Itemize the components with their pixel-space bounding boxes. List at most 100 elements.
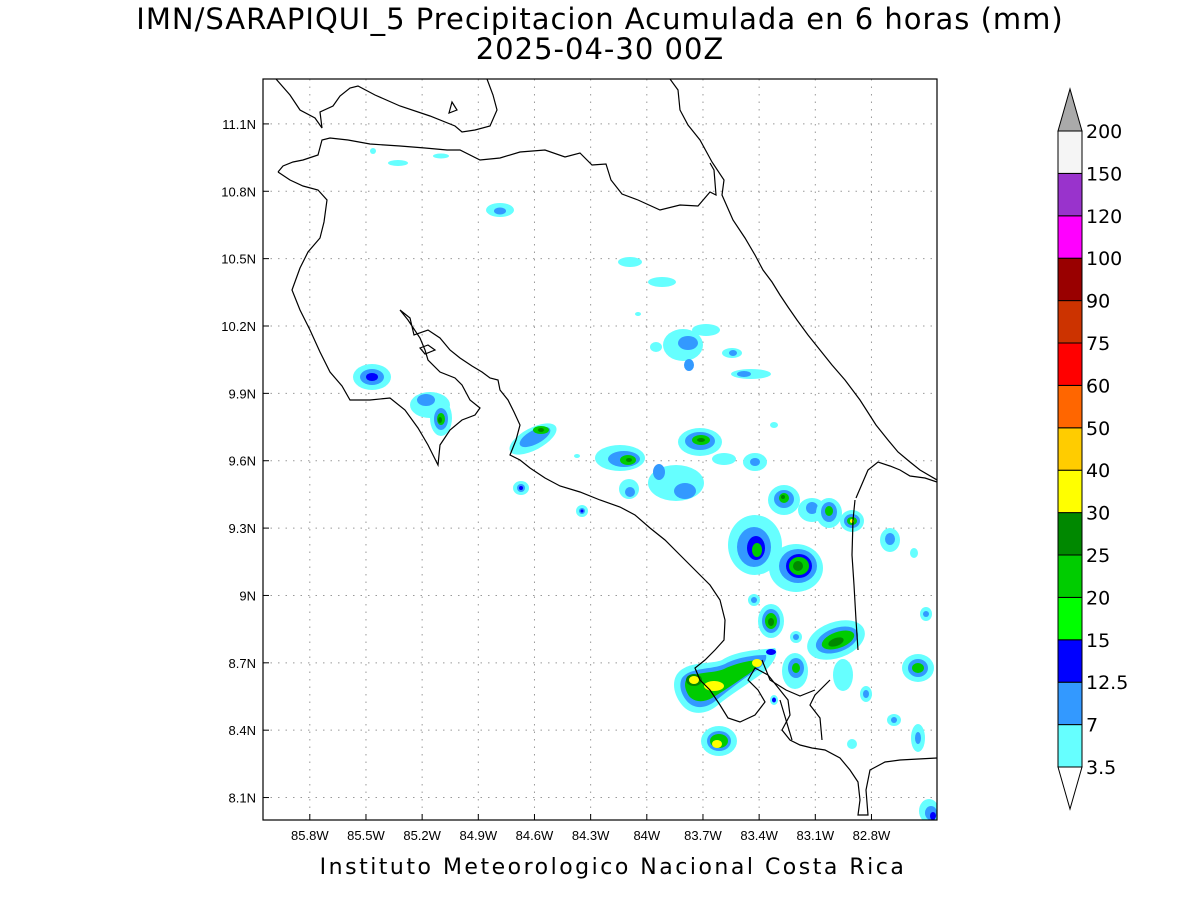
precip-cell [891,717,897,723]
x-tick-label: 83.7W [684,828,722,843]
precip-cell [438,417,442,423]
precip-cell [729,350,737,356]
precip-cell [930,812,936,820]
precip-cell [885,533,895,545]
precip-cell [648,277,676,287]
y-tick-label: 9.3N [229,521,256,536]
panama-border [809,461,937,741]
precip-cell [433,153,449,159]
precip-cell [625,487,635,497]
precip-cell [685,660,760,702]
golfo-dulce [761,659,816,741]
map-title: IMN/SARAPIQUI_5 Precipitacion Acumulada … [136,2,1064,36]
y-tick-label: 9.9N [229,386,256,401]
colorbar-level-label: 100 [1086,248,1122,270]
colorbar-segment [1057,342,1083,386]
precip-cell [417,394,435,406]
latitude-axis: 11.1N 10.8N 10.5N 10.2N 9.9N 9.6N 9.3N 9N 8.7N 8.… [221,117,269,806]
colorbar-level-label: 25 [1086,545,1110,567]
pacific-coast [277,171,726,681]
y-tick-label: 9N [239,588,256,603]
precip-cell [750,458,760,466]
precip-cell [768,618,774,626]
colorbar-level-label: 90 [1086,291,1110,313]
precip-cell [370,148,376,154]
precip-cell [793,561,803,571]
institution-credit: Instituto Meteorologico Nacional Costa R… [319,855,907,880]
colorbar-level-label: 75 [1086,333,1110,355]
x-tick-label: 84.3W [572,828,610,843]
y-tick-label: 10.8N [221,184,256,199]
longitude-axis: 85.8W 85.5W 85.2W 84.9W 84.6W 84.3W 84W 83.7W 83… [291,814,891,843]
island-near-nicoya [418,344,437,355]
precip-cell [712,453,736,465]
precip-cell [626,458,632,462]
colorbar-level-label: 120 [1086,206,1122,228]
northern-border [277,137,717,211]
colorbar-level-label: 40 [1086,460,1110,482]
precip-cell [580,509,584,513]
y-tick-label: 10.2N [221,319,256,334]
colorbar-segment [1057,257,1083,302]
colorbar-segment [1057,639,1083,683]
lake-island [448,100,458,114]
coastlines-and-borders [275,79,937,816]
colorbar-upper-arrow [1057,87,1083,132]
precip-cell [704,681,724,691]
precip-cell [684,359,694,371]
precip-cell [825,506,833,516]
colorbar: 3.5 7 12.5 15 20 25 30 40 50 60 75 90 100 120 150 200 [1057,87,1128,811]
colorbar-lower-arrow [1057,766,1083,811]
y-tick-label: 8.7N [229,656,256,671]
precip-cell [678,336,698,350]
colorbar-segment [1057,554,1083,598]
precip-cell [752,543,762,557]
precipitation-cells [353,148,937,820]
colorbar-segment [1057,130,1083,174]
y-tick-label: 9.6N [229,454,256,469]
y-tick-label: 8.1N [229,791,256,806]
x-tick-label: 85.5W [347,828,385,843]
x-tick-label: 85.2W [403,828,441,843]
precip-cell [737,371,751,377]
precip-cell [910,548,918,558]
x-tick-label: 82.8W [853,828,891,843]
precip-cell [538,428,544,432]
precip-cell [770,422,778,428]
colorbar-level-label: 150 [1086,163,1122,185]
y-tick-label: 11.1N [222,117,256,132]
precip-cell [752,659,762,667]
colorbar-segment [1057,172,1083,217]
caribbean-coast [669,79,937,481]
precip-cell [923,611,929,617]
nicaragua-lake-shore [275,79,498,133]
x-tick-label: 84.6W [516,828,554,843]
precip-cell [388,160,408,166]
colorbar-segment [1057,512,1083,556]
precip-cell [618,257,642,267]
precip-cell [692,324,720,336]
precip-cell [847,739,857,749]
x-tick-label: 83.4W [740,828,778,843]
map-panel: 85.8W 85.5W 85.2W 84.9W 84.6W 84.3W 84W 83.7W 83… [221,78,938,843]
precip-cell [366,373,378,381]
x-tick-label: 84W [633,828,660,843]
precip-cell [650,342,662,352]
precip-cell [494,207,506,215]
precip-cell [781,495,785,499]
map-subtitle-date: 2025-04-30 00Z [475,32,725,66]
precip-cell [915,732,921,744]
y-tick-label: 8.4N [229,723,256,738]
precip-cell [712,740,722,748]
colorbar-level-label: 20 [1086,587,1110,609]
precip-cell [863,690,869,698]
colorbar-level-label: 30 [1086,503,1110,525]
colorbar-level-label: 15 [1086,630,1110,652]
precip-cell [635,312,641,316]
precip-cell [833,659,853,691]
colorbar-segment [1057,596,1083,641]
y-tick-label: 10.5N [221,252,256,267]
precip-cell [674,483,696,499]
precip-cell [828,637,844,647]
